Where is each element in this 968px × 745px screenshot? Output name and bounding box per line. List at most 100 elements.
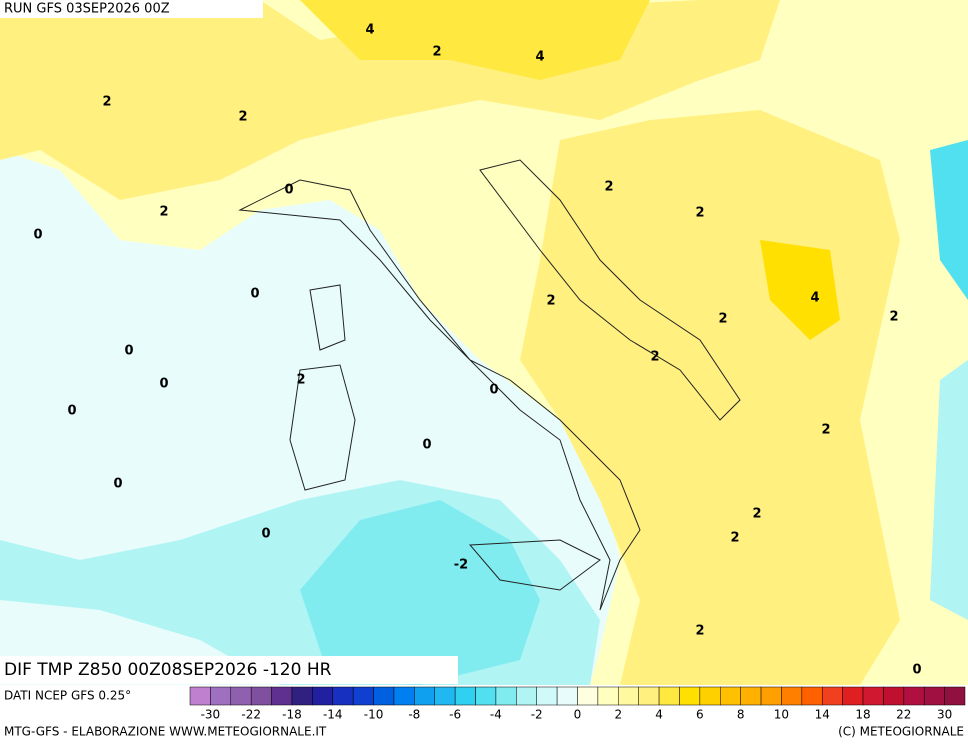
colorbar-swatch xyxy=(332,686,354,706)
header-box xyxy=(0,0,263,18)
colorbar-label: 6 xyxy=(696,708,704,722)
colorbar-swatch xyxy=(434,686,456,706)
colorbar-swatch xyxy=(903,686,925,706)
colorbar-swatch xyxy=(944,686,966,706)
colorbar-swatch xyxy=(883,686,905,706)
colorbar-swatch xyxy=(699,686,721,706)
colorbar-label: 8 xyxy=(737,708,745,722)
contour-label: 2 xyxy=(650,350,659,365)
coastline xyxy=(238,159,741,611)
contour-label: 2 xyxy=(296,373,305,388)
colorbar-swatch xyxy=(740,686,762,706)
colorbar-swatch xyxy=(781,686,803,706)
contour-label: -2 xyxy=(454,558,468,573)
cold-area xyxy=(930,140,968,300)
colorbar-swatch xyxy=(454,686,476,706)
contour-label: 0 xyxy=(67,404,76,419)
copyright-label: (C) METEOGIORNALE xyxy=(838,725,964,739)
source-label: DATI NCEP GFS 0.25° xyxy=(4,689,131,703)
colorbar-swatch xyxy=(821,686,843,706)
contour-label: 0 xyxy=(489,383,498,398)
colorbar-swatch xyxy=(720,686,741,706)
colorbar-swatch xyxy=(760,686,782,706)
contour-label: 4 xyxy=(365,23,374,38)
colorbar-swatch xyxy=(230,686,252,706)
colorbar-swatch xyxy=(271,686,293,706)
colorbar-swatch xyxy=(475,686,497,706)
contour-label: 2 xyxy=(718,312,727,327)
contour-label: 2 xyxy=(889,310,898,325)
contour-label: 0 xyxy=(284,183,293,198)
colorbar-label: -14 xyxy=(323,708,343,722)
warm-area xyxy=(300,0,650,80)
colorbar-swatch xyxy=(373,686,395,706)
colorbar-label: -8 xyxy=(408,708,420,722)
colorbar-swatch xyxy=(250,686,272,706)
contour-label: 2 xyxy=(821,423,830,438)
contour-label: 2 xyxy=(752,507,761,522)
contour-label: 2 xyxy=(238,110,247,125)
contour-label: 0 xyxy=(124,344,133,359)
colorbar-swatch xyxy=(842,686,864,706)
colorbar-label: 2 xyxy=(614,708,622,722)
contour-label: 2 xyxy=(695,206,704,221)
colorbar-swatch xyxy=(352,686,374,706)
colorbar-swatch xyxy=(801,686,823,706)
contour-label: 0 xyxy=(422,438,431,453)
contour-label: 0 xyxy=(250,287,259,302)
colorbar-swatch xyxy=(536,686,558,706)
contour-label: 0 xyxy=(912,663,921,678)
colorbar-swatch xyxy=(393,686,415,706)
colorbar-label: 22 xyxy=(896,708,911,722)
colorbar-label: -18 xyxy=(282,708,302,722)
colorbar-swatch xyxy=(414,686,435,706)
colorbar-swatch xyxy=(658,686,680,706)
colorbar-label: -4 xyxy=(490,708,502,722)
contour-label: 0 xyxy=(261,527,270,542)
contour-label: 2 xyxy=(159,205,168,220)
colorbar-swatch xyxy=(556,686,578,706)
run-label: RUN GFS 03SEP2026 00Z xyxy=(4,2,170,17)
colorbar-swatch xyxy=(291,686,313,706)
colorbar-label: 10 xyxy=(774,708,789,722)
warm-area xyxy=(760,240,840,340)
contour-label: 0 xyxy=(113,477,122,492)
contour-label: 0 xyxy=(33,228,42,243)
colorbar-swatch xyxy=(923,686,945,706)
colorbar-swatch xyxy=(638,686,660,706)
colorbar-label: 30 xyxy=(937,708,952,722)
contour-label: 2 xyxy=(695,624,704,639)
colorbar-swatch xyxy=(210,686,232,706)
colorbar-swatch xyxy=(618,686,639,706)
contour-label: 0 xyxy=(159,377,168,392)
colorbar-label: -6 xyxy=(449,708,461,722)
colorbar-label: 14 xyxy=(815,708,830,722)
colorbar-label: -30 xyxy=(201,708,221,722)
cold-area xyxy=(300,500,540,685)
colorbar-label: 18 xyxy=(855,708,870,722)
colorbar-swatch xyxy=(577,686,599,706)
colorbar-swatch xyxy=(189,686,211,706)
map-title: DIF TMP Z850 00Z08SEP2026 -120 HR xyxy=(4,660,332,680)
contour-label: 2 xyxy=(432,45,441,60)
title-box xyxy=(0,656,458,684)
colorbar-label: 0 xyxy=(574,708,582,722)
colorbar-swatch xyxy=(495,686,517,706)
contour-label: 2 xyxy=(102,95,111,110)
contour-label: 4 xyxy=(810,291,819,306)
colorbar-swatch xyxy=(516,686,537,706)
contour-label: 2 xyxy=(546,294,555,309)
contour-label: 4 xyxy=(535,50,544,65)
colorbar-label: 4 xyxy=(655,708,663,722)
contour-label: 2 xyxy=(730,531,739,546)
cool-area xyxy=(930,360,968,620)
colorbar-label: -22 xyxy=(241,708,261,722)
colorbar-label: -10 xyxy=(364,708,384,722)
colorbar-swatch xyxy=(597,686,619,706)
contour-label: 2 xyxy=(604,180,613,195)
coastline xyxy=(289,284,601,591)
colorbar-swatch xyxy=(679,686,701,706)
colorbar-label: -2 xyxy=(531,708,543,722)
colorbar-swatch xyxy=(862,686,884,706)
